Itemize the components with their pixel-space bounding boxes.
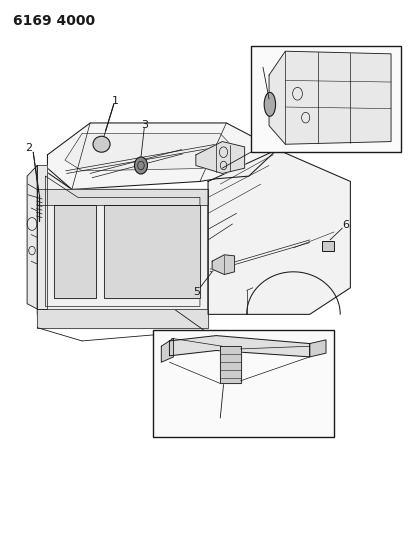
Polygon shape [47, 123, 277, 189]
Text: 7: 7 [255, 59, 262, 68]
Polygon shape [37, 309, 208, 328]
Polygon shape [269, 51, 391, 144]
Polygon shape [161, 338, 173, 362]
Text: 2: 2 [25, 143, 32, 154]
Polygon shape [37, 189, 208, 205]
Polygon shape [212, 255, 235, 274]
Polygon shape [169, 336, 310, 357]
Circle shape [135, 157, 147, 174]
Text: 5: 5 [193, 287, 200, 297]
Polygon shape [27, 165, 37, 309]
Polygon shape [220, 346, 241, 383]
Polygon shape [37, 165, 47, 309]
Bar [251, 46, 401, 152]
Polygon shape [208, 150, 350, 314]
Polygon shape [104, 205, 200, 298]
Text: 6: 6 [342, 220, 349, 230]
Ellipse shape [264, 92, 275, 116]
Text: 6169 4000: 6169 4000 [13, 14, 95, 28]
Ellipse shape [93, 136, 110, 152]
Polygon shape [65, 134, 241, 171]
Polygon shape [196, 142, 245, 173]
Polygon shape [53, 205, 96, 298]
Text: 4: 4 [216, 417, 223, 427]
Polygon shape [310, 340, 326, 357]
Text: 3: 3 [141, 119, 148, 130]
Polygon shape [37, 165, 208, 314]
Text: 1: 1 [112, 95, 119, 106]
Bar [153, 330, 334, 437]
FancyBboxPatch shape [322, 241, 334, 251]
